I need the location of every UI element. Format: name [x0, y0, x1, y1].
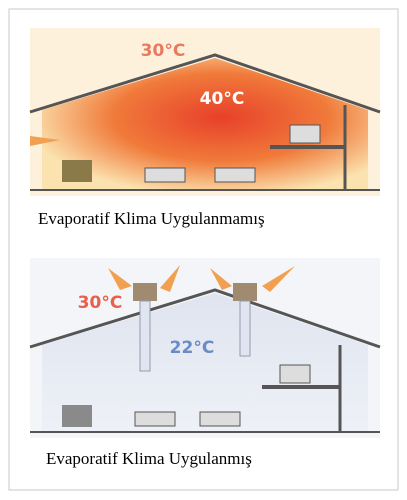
caption: Evaporatif Klima Uygulanmış	[46, 449, 252, 468]
caption: Evaporatif Klima Uygulanmamış	[38, 209, 265, 228]
page: 30°C 40°C Evaporatif Klima Uygulanmamış …	[0, 0, 407, 500]
figure: 30°C 40°C Evaporatif Klima Uygulanmamış …	[0, 0, 407, 500]
hot-warehouse	[30, 28, 380, 196]
inside-temperature: 40°C	[200, 89, 245, 109]
inside-temperature: 22°C	[170, 338, 215, 358]
outside-temperature: 30°C	[78, 293, 123, 313]
outside-temperature: 30°C	[141, 41, 186, 61]
